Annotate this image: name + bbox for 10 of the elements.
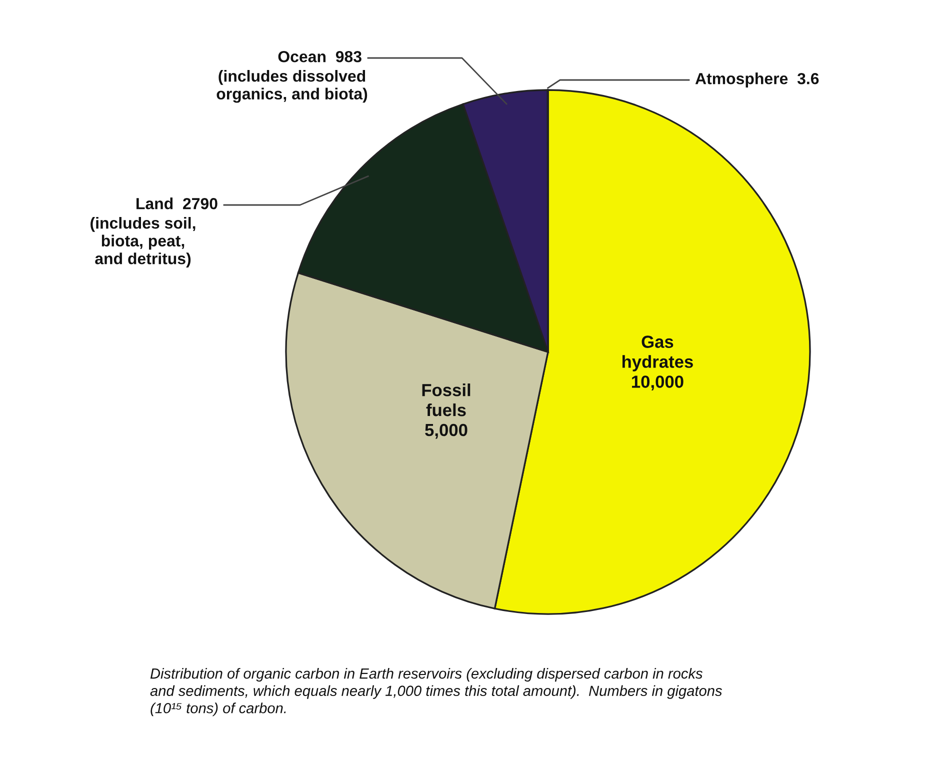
slice-label: Atmosphere 3.6 <box>695 72 819 88</box>
slice-label: Gas hydrates <box>622 336 693 372</box>
slice-label: Fossil fuels <box>422 384 470 416</box>
text: Distribution of organic carbon in Earth reservoirs (excluding dispersed carbon in rocks and sediments, which equals nearly 1,000 times this total amount). Numbers in gigatons (10¹⁵ tons) of carbon. <box>150 668 722 716</box>
text: (includes soil, biota, peat, and detritus) <box>90 217 196 268</box>
slice-label: Land 2790 <box>136 198 218 210</box>
slice-label: Ocean 983 <box>278 50 362 62</box>
data-label: 10,000 <box>632 376 684 390</box>
data-label: 5,000 <box>425 424 468 439</box>
text: (includes dissolved organics, and biota) <box>216 70 368 103</box>
